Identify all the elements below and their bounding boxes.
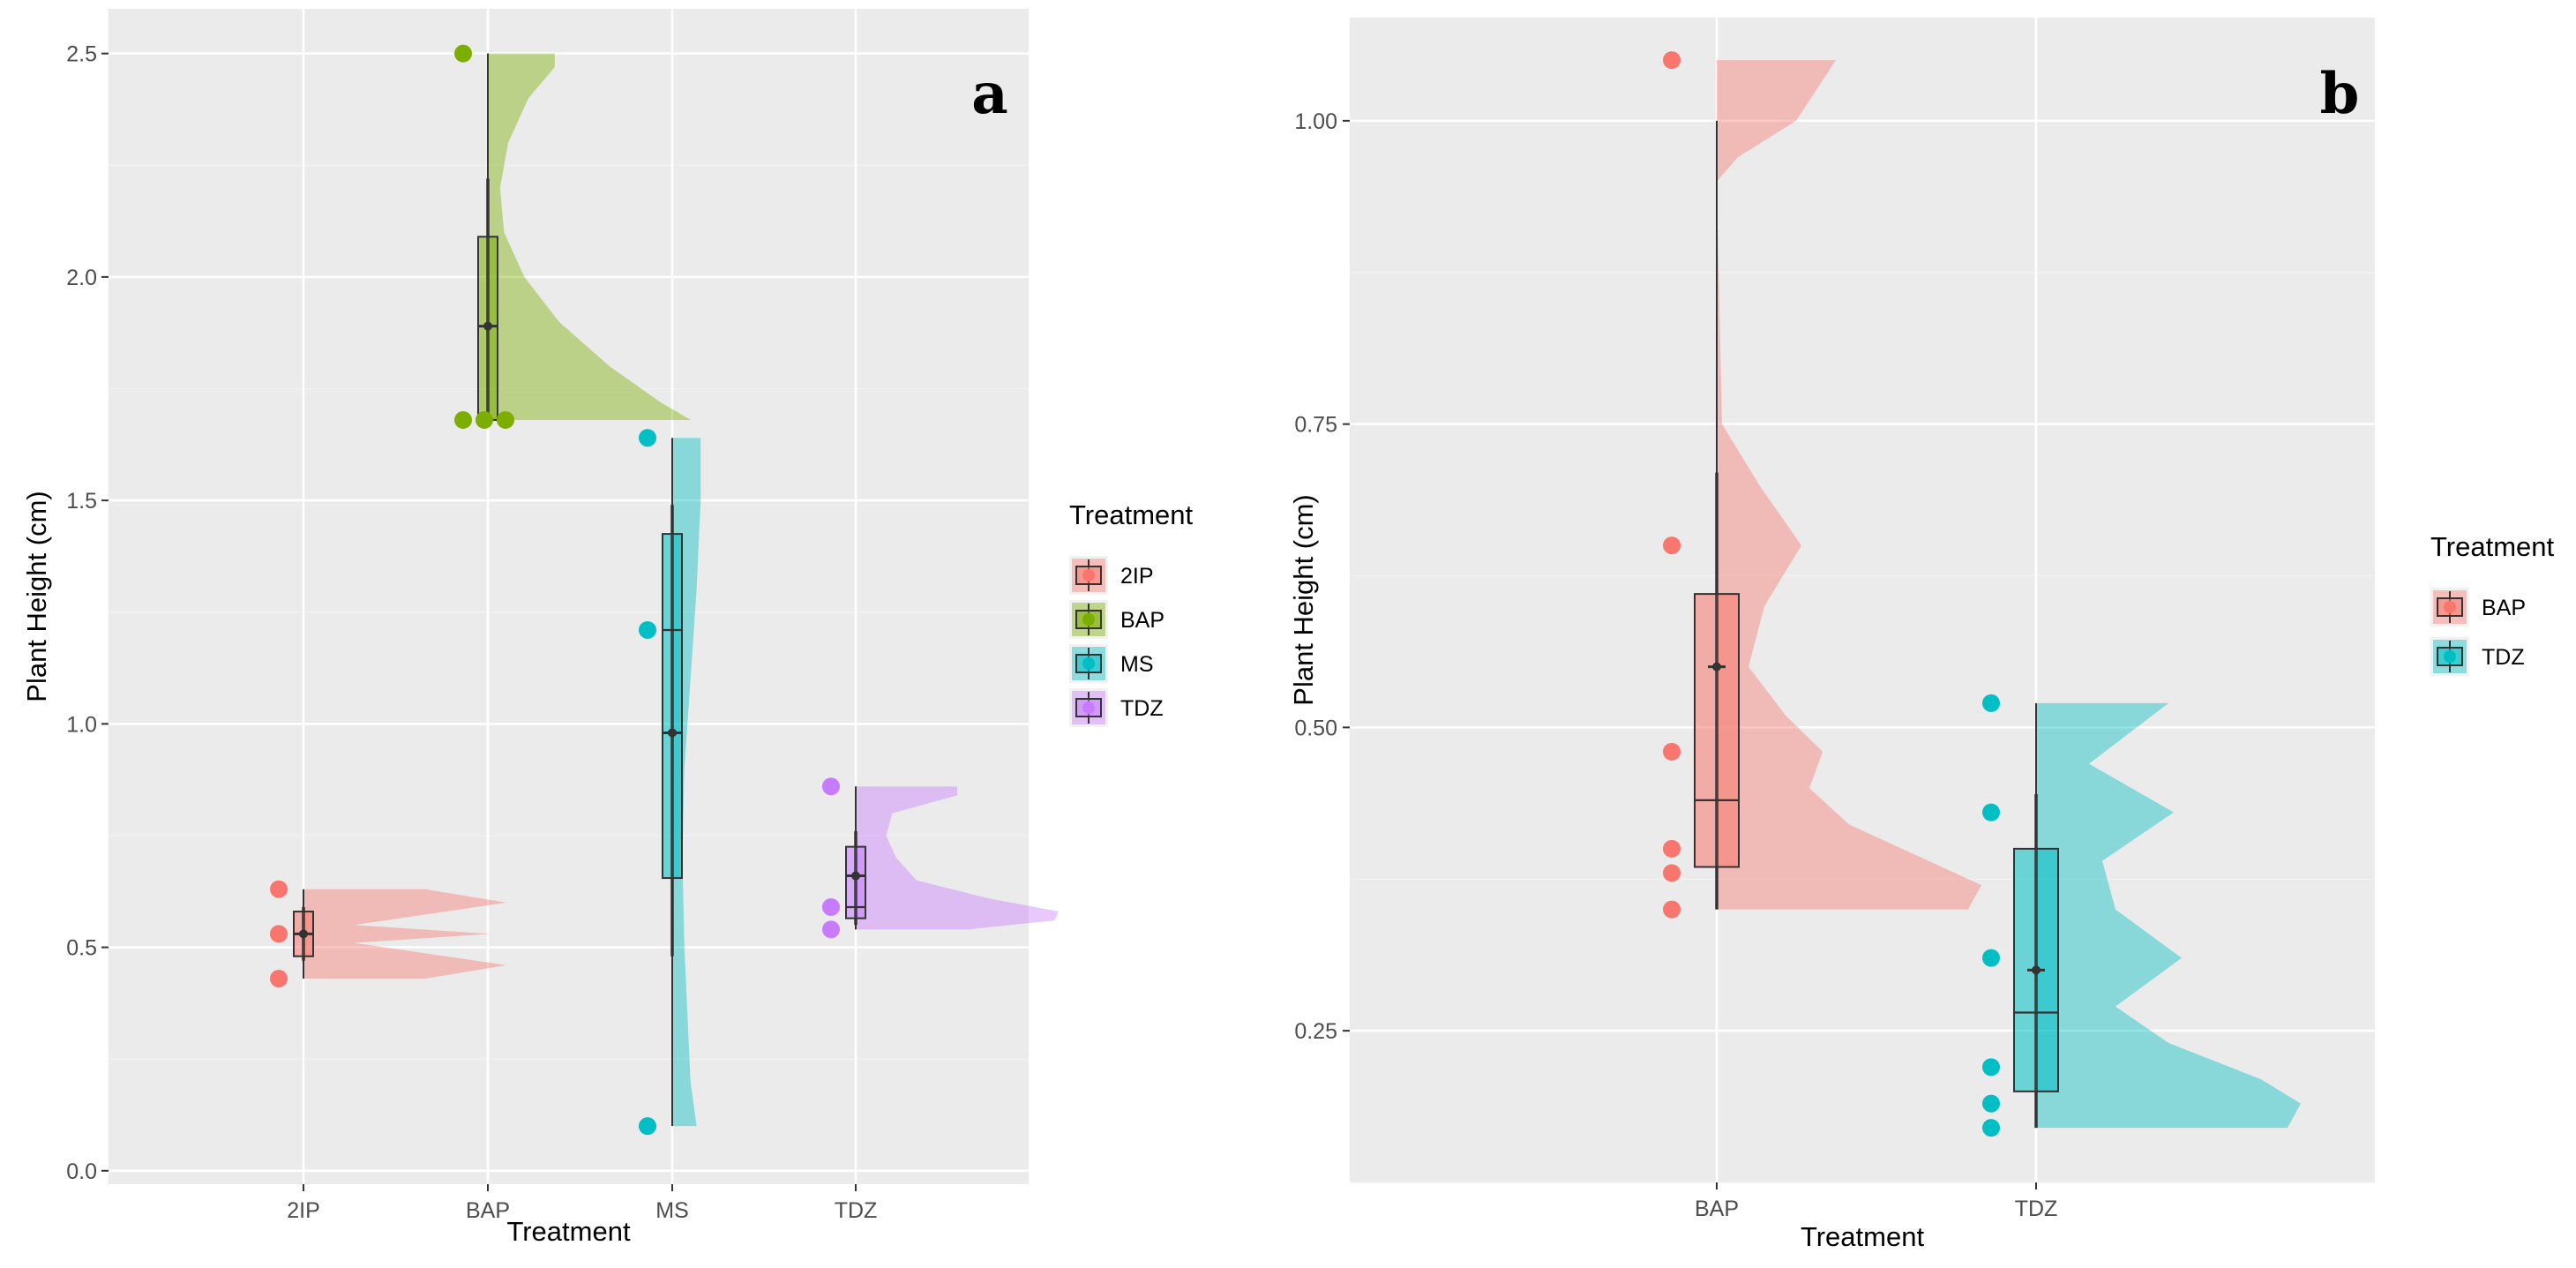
x-tick-label: 2IP — [287, 1198, 320, 1223]
y-tick-label: 0.0 — [66, 1159, 97, 1184]
density-cloud-bap — [1717, 60, 1981, 910]
legend: Treatment BAP TDZ — [2430, 531, 2555, 676]
data-point-tdz — [1982, 1058, 2000, 1077]
data-point-tdz — [1982, 803, 2000, 822]
density-cloud-2ip — [303, 889, 506, 979]
legend-key-point — [1082, 702, 1095, 714]
mean-point-tdz — [851, 871, 860, 881]
legend-key-bap: BAP — [2430, 588, 2526, 626]
legend-label: BAP — [1120, 608, 1164, 633]
panel-b: 0.25 0.50 0.75 1.00 BAP TDZ Treatment Plant Hei… — [1288, 18, 2555, 1252]
legend-key-2ip: 2IP — [1069, 556, 1154, 595]
legend-title: Treatment — [2430, 531, 2555, 562]
legend: Treatment 2IP BAP MS TDZ — [1069, 499, 1194, 727]
data-point-tdz — [1982, 694, 2000, 712]
data-point-bap — [454, 410, 472, 429]
mean-point-tdz — [2032, 965, 2041, 975]
mean-point-bap — [1712, 662, 1721, 672]
y-axis-title: Plant Height (cm) — [21, 491, 52, 702]
density-cloud-tdz — [2036, 702, 2301, 1129]
mean-point-2ip — [299, 929, 308, 939]
data-point-ms — [639, 429, 656, 447]
y-tick-label: 0.25 — [1294, 1019, 1337, 1044]
legend-label: MS — [1120, 652, 1154, 677]
data-point-ms — [639, 1117, 656, 1136]
series-2ip — [270, 880, 506, 988]
density-cloud-bap — [488, 53, 691, 420]
data-point-bap — [476, 410, 493, 429]
y-tick-label: 1.00 — [1294, 109, 1337, 134]
x-tick-label: TDZ — [2015, 1197, 2058, 1221]
data-point-bap — [1663, 742, 1681, 761]
panel-tag: b — [2320, 61, 2360, 127]
panel-a: 0.0 0.5 1.0 1.5 2.0 2.5 2IP BAP MS TDZ Treatment Pl… — [21, 9, 1194, 1247]
data-point-bap — [1663, 536, 1681, 555]
legend-key-point — [2444, 650, 2456, 663]
y-axis-title: Plant Height (cm) — [1288, 494, 1319, 705]
x-tick-label: MS — [655, 1198, 689, 1223]
legend-label: BAP — [2482, 596, 2526, 620]
legend-key-point — [1082, 613, 1095, 626]
x-tick-label: TDZ — [835, 1198, 878, 1223]
data-point-tdz — [822, 897, 840, 916]
data-point-bap — [454, 44, 472, 63]
legend-key-point — [1082, 657, 1095, 670]
data-point-bap — [1663, 839, 1681, 858]
legend-key-ms: MS — [1069, 644, 1154, 683]
series-tdz — [822, 777, 1059, 939]
mean-point-bap — [483, 321, 492, 331]
density-cloud-tdz — [856, 786, 1059, 930]
y-tick-label: 2.0 — [66, 266, 97, 290]
data-point-tdz — [1982, 949, 2000, 967]
y-tick-label: 1.0 — [66, 712, 97, 737]
legend-key-tdz: TDZ — [1069, 688, 1164, 727]
plot-panel-background — [109, 9, 1029, 1184]
mean-point-ms — [668, 728, 677, 738]
data-point-bap — [1663, 864, 1681, 882]
data-point-2ip — [270, 925, 288, 943]
data-point-2ip — [270, 970, 288, 988]
plot-panel-background — [1350, 18, 2375, 1182]
panel-tag: a — [971, 61, 1007, 127]
data-point-tdz — [822, 920, 840, 939]
x-tick-label: BAP — [1695, 1197, 1739, 1221]
legend-key-point — [1082, 569, 1095, 581]
series-bap — [454, 44, 691, 429]
legend-key-tdz: TDZ — [2430, 637, 2525, 676]
legend-label: TDZ — [2482, 645, 2525, 670]
series-ms — [639, 429, 701, 1136]
legend-key-bap: BAP — [1069, 600, 1164, 639]
x-tick-label: BAP — [466, 1198, 510, 1223]
data-point-ms — [639, 620, 656, 639]
y-tick-label: 0.50 — [1294, 716, 1337, 740]
data-point-2ip — [270, 880, 288, 898]
data-point-tdz — [1982, 1119, 2000, 1137]
data-point-bap — [497, 410, 514, 429]
x-axis-title: Treatment — [506, 1216, 631, 1247]
y-tick-label: 0.75 — [1294, 413, 1337, 438]
legend-label: 2IP — [1120, 564, 1154, 589]
x-axis-title: Treatment — [1801, 1221, 1925, 1252]
y-tick-label: 0.5 — [66, 936, 97, 961]
y-tick-label: 2.5 — [66, 42, 97, 67]
legend-title: Treatment — [1069, 499, 1194, 530]
series-bap — [1663, 51, 1981, 919]
data-point-bap — [1663, 51, 1681, 70]
y-tick-label: 1.5 — [66, 489, 97, 514]
legend-key-point — [2444, 601, 2456, 613]
legend-label: TDZ — [1120, 696, 1164, 721]
data-point-bap — [1663, 900, 1681, 919]
series-tdz — [1982, 694, 2301, 1137]
data-point-tdz — [822, 777, 840, 796]
data-point-tdz — [1982, 1094, 2000, 1113]
